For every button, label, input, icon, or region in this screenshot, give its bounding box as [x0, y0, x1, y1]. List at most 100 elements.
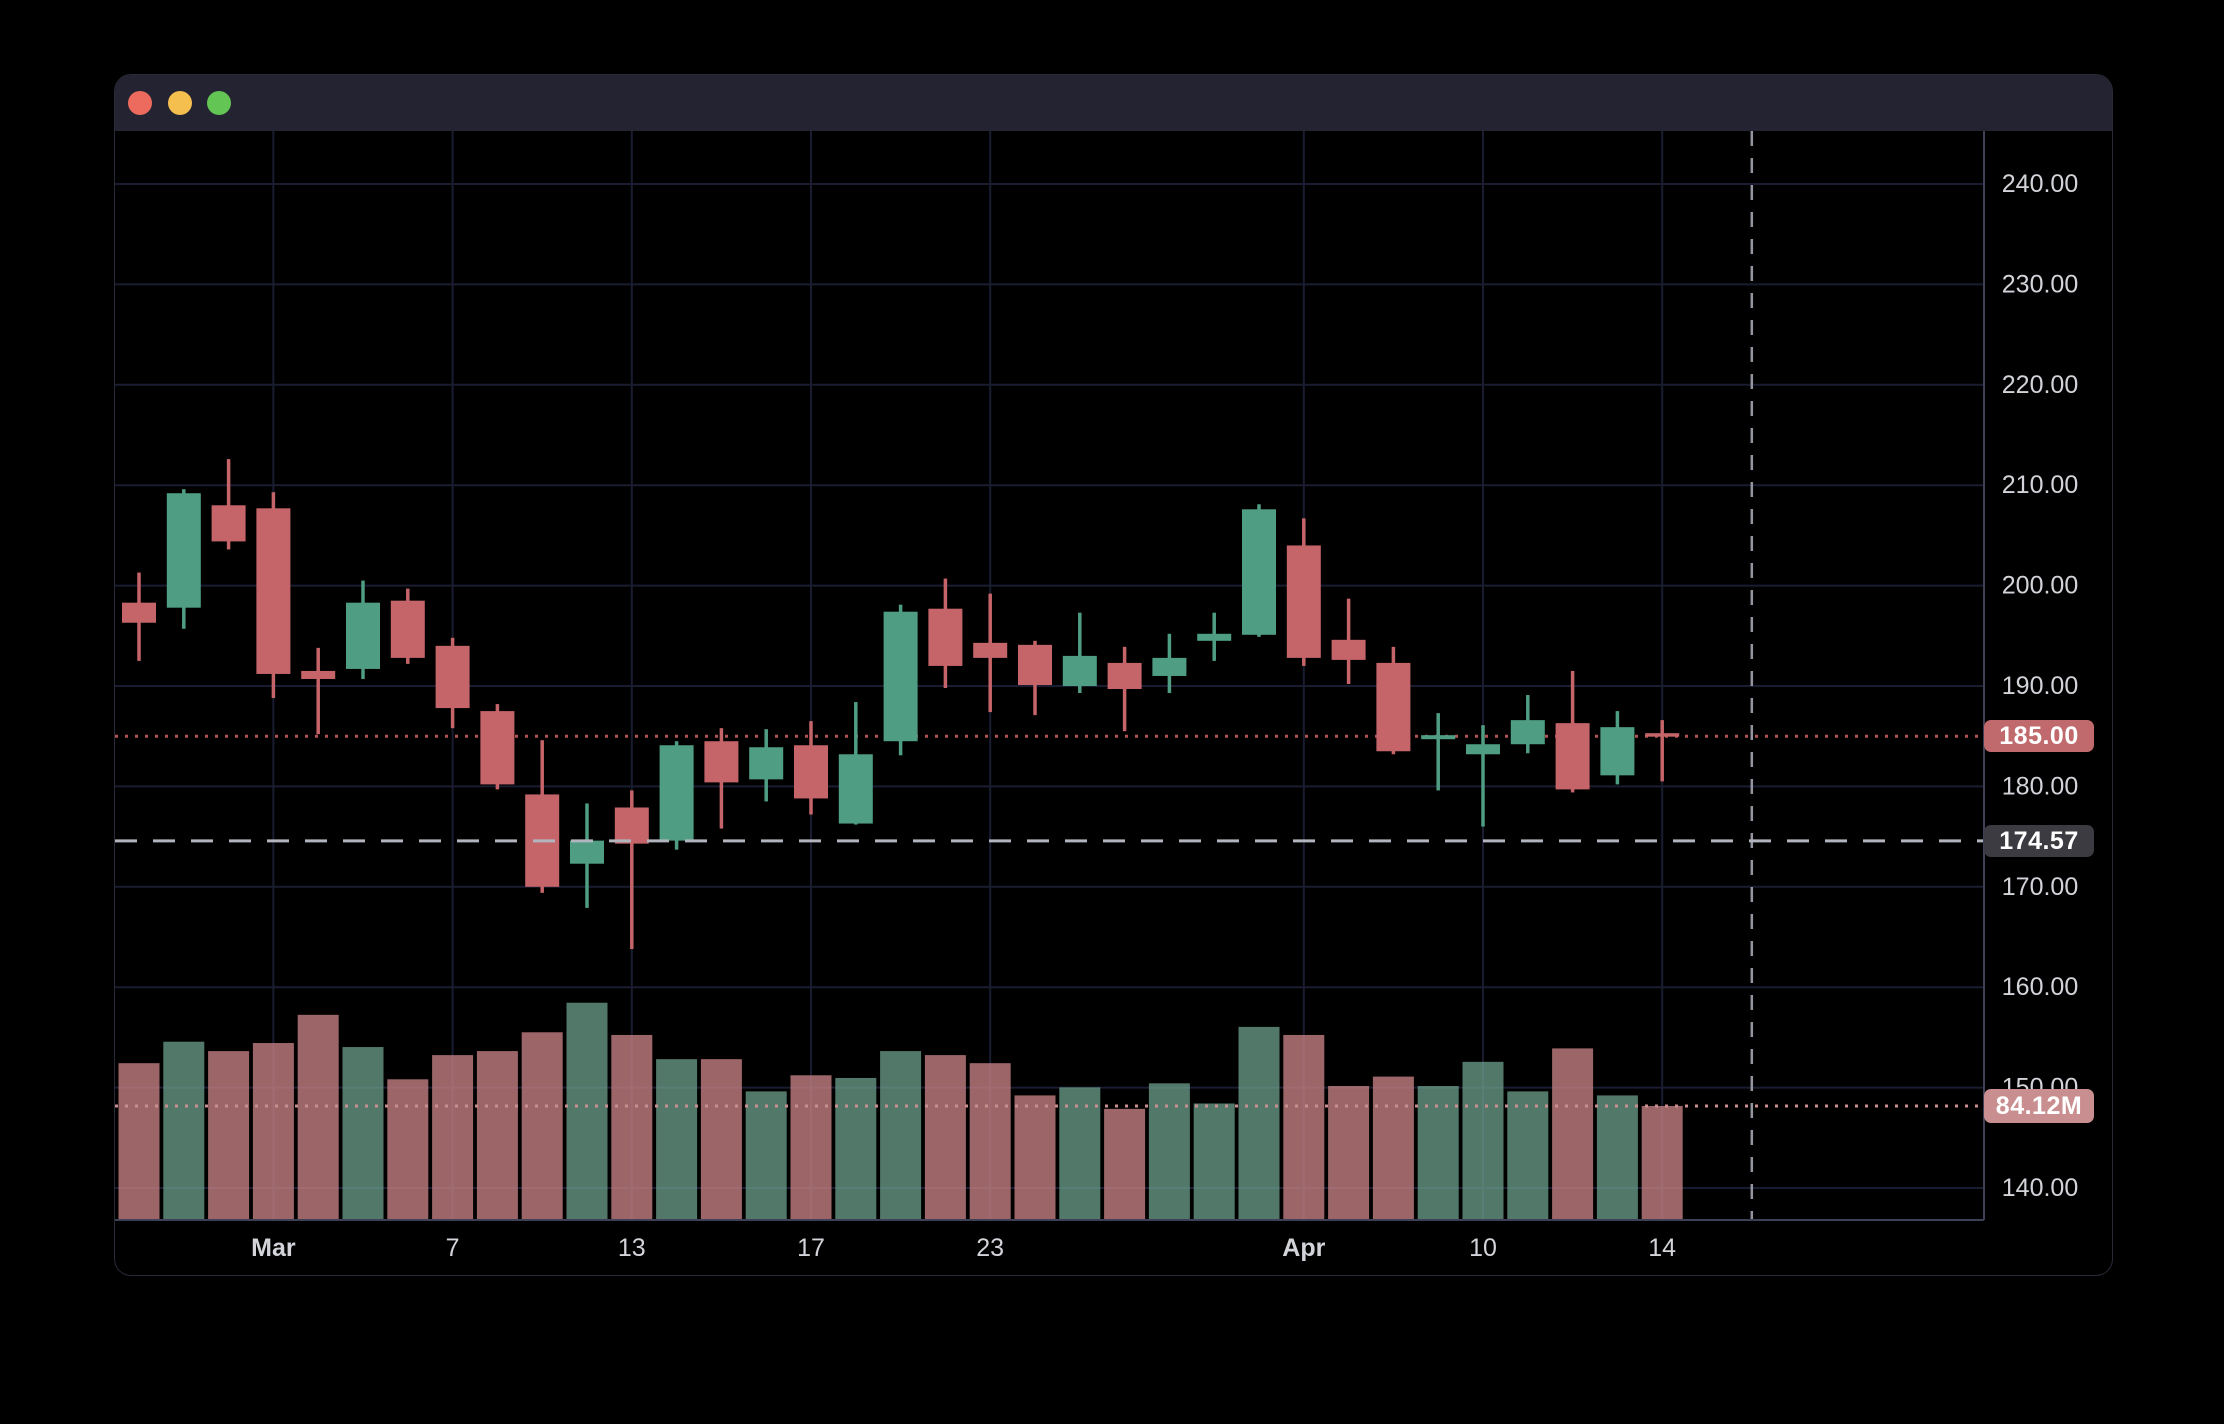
candle-down — [1018, 644, 1052, 685]
candle-down — [1331, 639, 1366, 660]
candle-down — [1376, 662, 1411, 752]
candle-up — [838, 754, 873, 824]
volume-bar — [387, 1079, 429, 1219]
candle-down — [973, 642, 1008, 658]
chart-window: 240.00 230.00 220.00 210.00 200.00 190.00 180.… — [115, 75, 2112, 1275]
time-axis-label[interactable]: 17 — [797, 1234, 825, 1262]
time-axis-label[interactable]: 23 — [976, 1234, 1004, 1262]
price-axis-label: 220.00 — [2002, 371, 2078, 399]
candle-wick — [1436, 713, 1440, 791]
close-button[interactable] — [128, 91, 152, 115]
candle-down — [435, 645, 470, 709]
price-axis-label: 140.00 — [2002, 1174, 2078, 1202]
volume-bar — [880, 1051, 922, 1219]
candle-down — [1107, 662, 1142, 690]
candle-up — [1242, 509, 1276, 635]
volume-bar — [1059, 1087, 1101, 1219]
candle-up — [1197, 633, 1232, 641]
time-axis-label[interactable]: 13 — [618, 1234, 646, 1262]
price-axis-label: 200.00 — [2002, 572, 2078, 600]
candle-up — [883, 611, 918, 742]
candle-down — [794, 745, 828, 799]
volume-bar — [1283, 1034, 1325, 1219]
candlestick-chart-canvas[interactable]: 240.00 230.00 220.00 210.00 200.00 190.00 180.… — [115, 75, 2112, 1275]
candle-down — [1286, 545, 1321, 658]
volume-bar — [790, 1075, 832, 1219]
candle-down — [390, 600, 425, 658]
volume-bar — [476, 1051, 518, 1219]
volume-bar — [700, 1059, 742, 1219]
volume-bar — [1328, 1086, 1370, 1219]
volume-bar — [208, 1051, 250, 1219]
candle-wick — [226, 459, 231, 550]
volume-bar — [566, 1002, 608, 1219]
candle-down — [1645, 733, 1680, 737]
price-axis-label: 180.00 — [2002, 772, 2078, 800]
candle-up — [166, 493, 201, 608]
candle-up — [1421, 735, 1456, 740]
last-volume-badge: 84.12M — [1984, 1089, 2094, 1123]
candle-up — [1600, 727, 1635, 776]
volume-bar — [1417, 1086, 1459, 1219]
time-axis-label[interactable]: 7 — [446, 1234, 460, 1262]
candle-up — [749, 747, 784, 780]
candle-up — [346, 602, 380, 669]
time-axis-label[interactable]: 14 — [1648, 1234, 1676, 1262]
volume-bar — [1596, 1095, 1638, 1219]
volume-bar — [611, 1034, 653, 1219]
volume-bar — [1372, 1076, 1414, 1219]
candle-wick — [1481, 725, 1485, 827]
time-axis-label[interactable]: 10 — [1469, 1234, 1497, 1262]
volume-bar — [1238, 1026, 1280, 1219]
volume-bar — [118, 1063, 160, 1219]
volume-bar — [1641, 1106, 1683, 1219]
fullscreen-button[interactable] — [207, 91, 231, 115]
candle-down — [480, 711, 515, 785]
time-axis-label[interactable]: Apr — [1282, 1234, 1325, 1262]
volume-bar — [342, 1047, 384, 1219]
candle-down — [301, 670, 336, 679]
candle-up — [570, 840, 604, 864]
candle-up — [1510, 720, 1545, 745]
volume-bar — [432, 1055, 474, 1219]
volume-bar — [835, 1077, 877, 1219]
volume-bar — [656, 1059, 698, 1219]
candle-down — [614, 807, 649, 844]
price-axis-label: 190.00 — [2002, 672, 2078, 700]
volume-bar — [297, 1014, 339, 1219]
last-price-badge: 185.00 — [1984, 720, 2094, 752]
window-titlebar[interactable] — [115, 75, 2112, 131]
candle-down — [928, 608, 963, 666]
candle-up — [1062, 655, 1097, 686]
candle-down — [256, 508, 291, 674]
price-axis-label: 170.00 — [2002, 873, 2078, 901]
candle-down — [122, 602, 156, 623]
price-axis-label: 210.00 — [2002, 471, 2078, 499]
candle-wick — [630, 790, 634, 950]
price-axis-label: 230.00 — [2002, 270, 2078, 298]
volume-bar — [163, 1041, 205, 1219]
volume-bar — [1014, 1095, 1056, 1219]
crosshair-price-badge: 174.57 — [1984, 825, 2094, 857]
candle-up — [1466, 744, 1500, 755]
volume-bar — [1507, 1091, 1549, 1219]
price-axis-label: 240.00 — [2002, 170, 2078, 198]
volume-bar — [1193, 1103, 1235, 1219]
candle-up — [659, 745, 694, 841]
candle-down — [211, 505, 246, 542]
volume-bar — [1104, 1108, 1146, 1219]
price-axis-label: 160.00 — [2002, 973, 2078, 1001]
volume-bar — [969, 1063, 1011, 1219]
volume-bar — [924, 1055, 966, 1219]
volume-bar — [1462, 1061, 1504, 1219]
time-axis-label[interactable]: Mar — [251, 1234, 296, 1262]
volume-bar — [252, 1043, 294, 1219]
volume-bar — [521, 1032, 563, 1219]
volume-bar — [745, 1091, 787, 1219]
candle-down — [1555, 723, 1590, 790]
candle-up — [1152, 657, 1187, 676]
minimize-button[interactable] — [168, 91, 192, 115]
candle-down — [704, 741, 739, 783]
candle-wick — [316, 647, 320, 735]
